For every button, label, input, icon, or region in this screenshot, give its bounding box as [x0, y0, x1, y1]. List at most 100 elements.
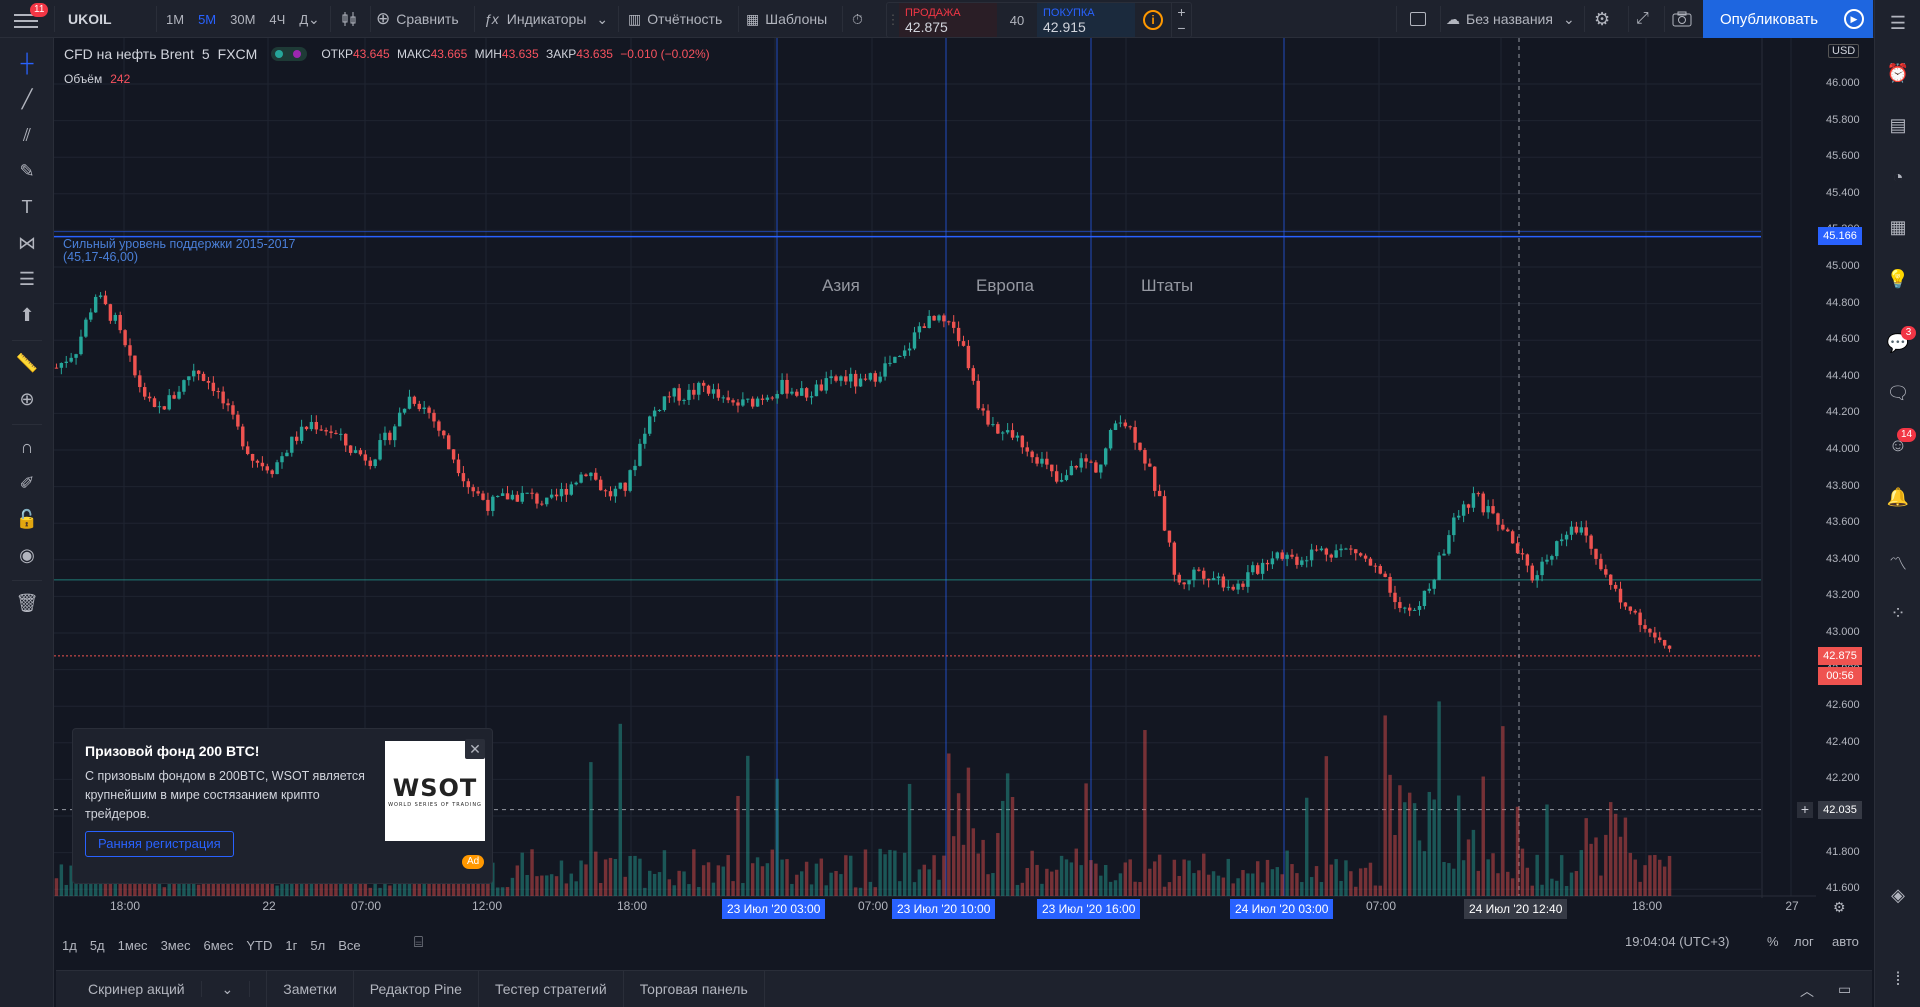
layers-icon[interactable]: ◈ — [1891, 884, 1905, 905]
range-3[interactable]: 3мес — [160, 937, 191, 953]
market-status-icon[interactable] — [271, 47, 308, 61]
support-annotation[interactable]: Сильный уровень поддержки 2015-2017 (45,… — [63, 238, 296, 264]
axis-settings-icon[interactable]: ⚙ — [1833, 899, 1846, 915]
goto-date-icon[interactable]: ⌸ — [414, 934, 424, 951]
timeframe-4[interactable]: Д — [299, 11, 309, 27]
close-icon[interactable]: ✕ — [465, 739, 485, 759]
alert-clock-icon[interactable]: ⏱ — [852, 10, 863, 27]
range-5[interactable]: YTD — [246, 937, 273, 953]
layout-name-button[interactable]: ☁ Без названия ⌄ — [1446, 0, 1575, 38]
lightbulb-icon[interactable]: 💡 — [1886, 268, 1910, 289]
eye-icon[interactable]: ◉ — [19, 544, 35, 565]
range-0[interactable]: 1д — [62, 937, 77, 953]
crosshair-icon[interactable]: ┼ — [20, 52, 34, 73]
range-1[interactable]: 5д — [89, 937, 105, 953]
log-toggle[interactable]: лог — [1794, 934, 1814, 949]
chevron-down-icon[interactable]: ⌄ — [308, 10, 320, 27]
timeframe-0[interactable]: 1М — [166, 11, 185, 27]
alarm-clock-icon[interactable]: ⏰ — [1886, 62, 1910, 83]
drag-handle-icon[interactable]: ⋮ — [886, 12, 900, 27]
session-usa[interactable]: Штаты — [1141, 276, 1194, 295]
templates-button[interactable]: ▦ Шаблоны — [746, 0, 827, 38]
menu-icon[interactable] — [14, 10, 38, 30]
clock[interactable]: 19:04:04 (UTC+3) — [1625, 934, 1730, 949]
maximize-panel-icon[interactable]: ▭ — [1838, 981, 1852, 997]
fib-tool-icon[interactable]: ⫽ — [22, 124, 32, 145]
indicators-button[interactable]: ƒx Индикаторы ⌄ — [484, 0, 608, 38]
ruler-icon[interactable]: 📏 — [15, 352, 39, 373]
range-2[interactable]: 1мес — [117, 937, 148, 953]
buy-button[interactable]: ПОКУПКА 42.915 — [1037, 3, 1135, 37]
minus-icon[interactable]: − — [1177, 20, 1186, 36]
volume-bar — [1506, 871, 1510, 896]
auto-toggle[interactable]: авто — [1832, 934, 1859, 949]
tab-strategy-tester[interactable]: Тестер стратегий — [479, 970, 624, 1007]
private-chat-icon[interactable]: 🗨 — [1886, 382, 1910, 403]
brush-icon[interactable]: ✎ — [19, 160, 35, 181]
session-time-marker: 23 Июл '20 03:00 — [722, 899, 826, 919]
info-icon[interactable]: i — [1135, 3, 1171, 37]
candle-style-icon[interactable] — [340, 0, 358, 38]
compare-button[interactable]: ⊕ Сравнить — [376, 0, 459, 38]
support-text: Сильный уровень поддержки 2015-2017 — [63, 237, 296, 251]
fullscreen-toggle-icon[interactable] — [1410, 0, 1426, 38]
collapse-icon[interactable]: ︿ — [1800, 983, 1814, 999]
zoom-in-icon[interactable]: ⊕ — [19, 388, 35, 409]
range-7[interactable]: 5л — [310, 937, 326, 953]
watchlist-icon[interactable]: ☰ — [1889, 12, 1907, 33]
arrow-up-icon[interactable]: ⬆ — [19, 304, 35, 325]
volume-bar — [799, 871, 804, 896]
trend-line-icon[interactable]: ╱ — [21, 88, 33, 109]
range-6[interactable]: 1г — [285, 937, 298, 953]
more-icon[interactable]: ⁞ — [1895, 968, 1901, 989]
register-button[interactable]: Ранняя регистрация — [85, 831, 234, 857]
symbol-search[interactable]: UKOIL — [68, 11, 112, 27]
symbol-title[interactable]: CFD на нефть Brent — [64, 46, 194, 62]
magnet-icon[interactable]: ∩ — [20, 436, 34, 457]
prediction-icon[interactable]: ☰ — [18, 268, 36, 289]
trash-icon[interactable]: 🗑 — [15, 592, 39, 613]
stay-drawing-icon[interactable]: ✐ — [19, 472, 35, 493]
dots-grid-icon[interactable]: ⁘ — [1890, 602, 1906, 623]
session-europe[interactable]: Европа — [976, 276, 1034, 295]
plus-icon[interactable]: + — [1177, 4, 1186, 20]
sell-button[interactable]: ПРОДАЖА 42.875 — [899, 3, 997, 37]
percent-toggle[interactable]: % — [1767, 934, 1779, 949]
news-icon[interactable]: ▤ — [1889, 114, 1907, 135]
expand-icon[interactable]: ⤢ — [1636, 10, 1649, 27]
session-asia[interactable]: Азия — [822, 276, 860, 295]
camera-icon[interactable] — [1672, 0, 1692, 38]
bell-icon[interactable]: 🔔 — [1886, 486, 1910, 507]
timeframe-2[interactable]: 30М — [230, 11, 256, 27]
text-tool-icon[interactable]: T — [21, 196, 33, 217]
reports-button[interactable]: ▥ Отчётность — [628, 0, 722, 38]
pattern-icon[interactable]: ⋈ — [18, 232, 36, 253]
volume-bar — [1363, 867, 1368, 896]
volume-bar — [1349, 871, 1353, 896]
tab-pine-editor[interactable]: Редактор Pine — [354, 970, 479, 1007]
candle-body — [294, 436, 299, 441]
candle-body — [667, 396, 672, 398]
range-4[interactable]: 6мес — [203, 937, 234, 953]
time-tick: 18:00 — [1631, 899, 1663, 913]
play-icon[interactable]: ▶ — [1835, 0, 1873, 38]
timeframe-1[interactable]: 5М — [198, 11, 217, 27]
currency-label[interactable]: USD — [1828, 44, 1860, 58]
price-tick: 44.600 — [1826, 333, 1860, 346]
timeframe-3[interactable]: 4Ч — [269, 11, 286, 27]
tab-notes[interactable]: Заметки — [267, 970, 354, 1007]
lock-icon[interactable]: 🔓 — [15, 508, 39, 529]
volume-bar — [525, 874, 529, 896]
publish-button[interactable]: Опубликовать — [1703, 0, 1835, 38]
tab-trading-panel[interactable]: Торговая панель — [624, 970, 765, 1007]
data-window-icon[interactable]: ◔ — [1892, 166, 1904, 187]
calendar-icon[interactable]: ▦ — [1889, 216, 1907, 237]
trend-icon[interactable]: 〽 — [1889, 554, 1907, 574]
tab-stock-screener[interactable]: Скринер акций ⌄ — [56, 970, 268, 1007]
add-alert-plus-icon[interactable]: + — [1797, 802, 1813, 818]
candle-body — [1206, 578, 1211, 581]
candle-body — [1368, 558, 1373, 566]
gear-icon[interactable]: ⚙ — [1594, 8, 1611, 29]
candle-body — [814, 384, 819, 397]
range-8[interactable]: Все — [338, 937, 361, 953]
